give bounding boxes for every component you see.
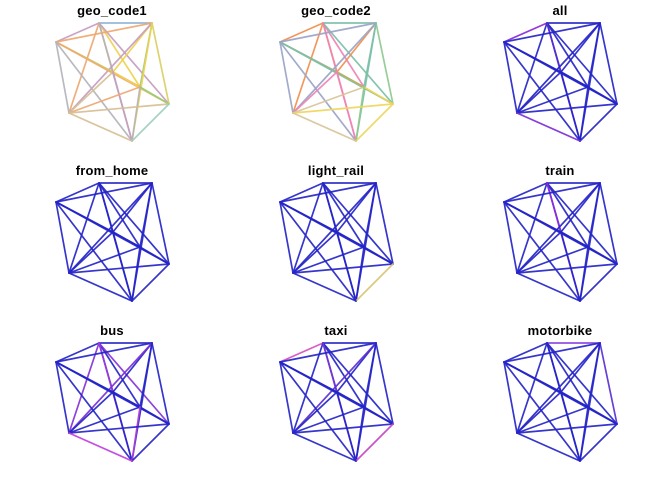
panel-geo_code2: geo_code2 (224, 0, 448, 160)
panel-geo_code1: geo_code1 (0, 0, 224, 160)
panel-from_home: from_home (0, 160, 224, 320)
panel-title-motorbike: motorbike (527, 323, 593, 338)
panel-motorbike: motorbike (448, 320, 672, 480)
panel-title-geo_code2: geo_code2 (301, 3, 371, 18)
panel-title-light_rail: light_rail (307, 163, 365, 178)
panel-title-geo_code1: geo_code1 (77, 3, 147, 18)
panel-taxi: taxi (224, 320, 448, 480)
network-plot-geo_code2 (279, 22, 394, 142)
panel-bus: bus (0, 320, 224, 480)
panel-title-train: train (545, 163, 575, 178)
panel-all: all (448, 0, 672, 160)
network-plot-motorbike (503, 342, 618, 462)
network-plot-all (503, 22, 618, 142)
panel-title-all: all (552, 3, 568, 18)
panel-light_rail: light_rail (224, 160, 448, 320)
network-plot-from_home (55, 182, 170, 302)
network-plot-taxi (279, 342, 394, 462)
network-plot-bus (55, 342, 170, 462)
panel-train: train (448, 160, 672, 320)
panel-title-bus: bus (100, 323, 124, 338)
network-plot-light_rail (279, 182, 394, 302)
network-plot-geo_code1 (55, 22, 170, 142)
panel-title-taxi: taxi (324, 323, 348, 338)
network-plot-train (503, 182, 618, 302)
panel-title-from_home: from_home (75, 163, 149, 178)
